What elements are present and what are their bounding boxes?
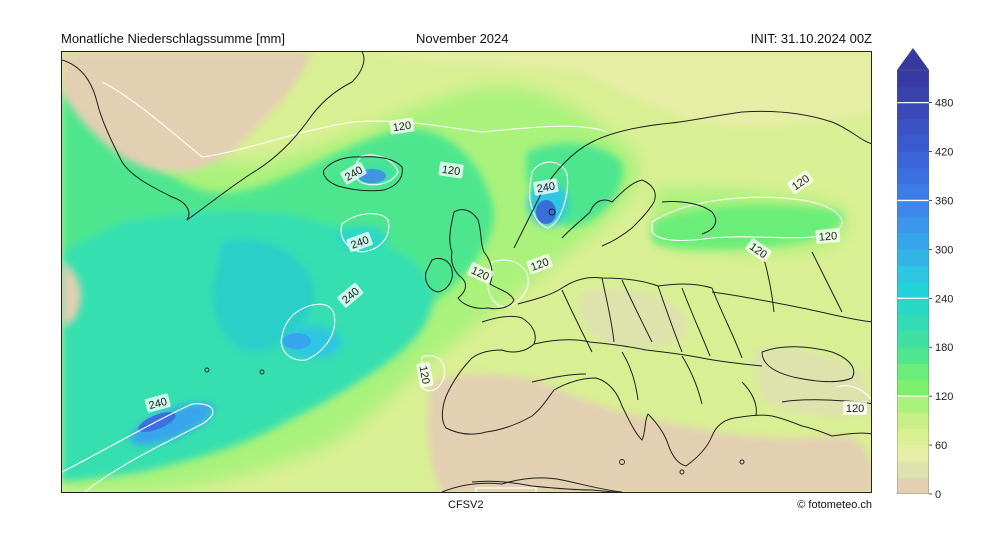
colorbar-tick-label: 60 xyxy=(935,440,947,452)
colorbar-frame xyxy=(897,69,929,494)
colorbar-bin xyxy=(897,314,929,332)
contour-lines xyxy=(62,81,871,492)
islands xyxy=(204,208,745,475)
colorbar-bin xyxy=(897,396,929,413)
colorbar-bin xyxy=(897,428,929,446)
colorbar-tick-label: 240 xyxy=(935,293,953,305)
colorbar-bin xyxy=(897,70,929,87)
colorbar xyxy=(897,48,929,494)
colorbar-tick-label: 0 xyxy=(935,489,941,501)
colorbar-extend-arrow xyxy=(897,48,929,70)
colorbar-bin xyxy=(897,298,929,315)
colorbar-white-lines xyxy=(897,101,929,397)
svg-text:120: 120 xyxy=(441,164,461,178)
contour-label: 120 xyxy=(526,253,553,275)
colorbar-tick-label: 120 xyxy=(935,391,953,403)
init-time: INIT: 31.10.2024 00Z xyxy=(750,31,872,46)
colorbar-bin xyxy=(897,233,929,250)
colorbar-bin xyxy=(897,200,929,218)
colorbar-bin xyxy=(897,477,929,494)
colorbar-bin xyxy=(897,379,929,397)
contour-label: 240 xyxy=(346,231,373,253)
contour-label: 240 xyxy=(533,178,559,196)
contour-label: 240 xyxy=(144,393,171,413)
colorbar-tick-labels: 0 60 120 180 240 300 360 420 480 xyxy=(929,98,953,501)
map-canvas: 120 120 240 240 240 240 xyxy=(62,52,871,492)
colorbar-bin xyxy=(897,86,929,103)
colorbar-tick-label: 300 xyxy=(935,244,953,256)
colorbar-bin xyxy=(897,461,929,478)
colorbar-tick-label: 180 xyxy=(935,342,953,354)
precip-field-dry xyxy=(62,52,871,492)
colorbar-bin xyxy=(897,445,929,462)
colorbar-bin xyxy=(897,265,929,283)
map-inset-outline xyxy=(475,487,537,492)
colorbar-bin xyxy=(897,412,929,430)
svg-text:120: 120 xyxy=(818,230,837,244)
colorbar-tick-label: 360 xyxy=(935,195,953,207)
colorbar-tick-label: 420 xyxy=(935,147,953,159)
credit-text: © fotometeo.ch xyxy=(797,499,872,511)
svg-text:240: 240 xyxy=(536,180,556,195)
contour-labels: 120 120 240 240 240 240 xyxy=(144,117,867,415)
colorbar-tick-label: 480 xyxy=(935,98,953,110)
colorbar-bin xyxy=(897,347,929,364)
contour-label: 120 xyxy=(843,401,867,415)
svg-text:120: 120 xyxy=(392,120,412,134)
colorbar-bins xyxy=(897,70,929,494)
precipitation-map: 120 120 240 240 240 240 xyxy=(61,51,872,493)
colorbar-bin xyxy=(897,249,929,266)
colorbar-bin xyxy=(897,282,929,299)
contour-label: 120 xyxy=(438,161,464,179)
svg-text:240: 240 xyxy=(349,234,370,252)
svg-text:120: 120 xyxy=(529,256,550,274)
forecast-month: November 2024 xyxy=(416,31,509,46)
model-name: CFSV2 xyxy=(448,499,484,511)
colorbar-bin xyxy=(897,184,929,201)
colorbar-bin xyxy=(897,151,929,169)
contour-label: 120 xyxy=(815,228,841,244)
svg-text:120: 120 xyxy=(416,365,431,385)
colorbar-bin xyxy=(897,167,929,185)
colorbar-bin xyxy=(897,102,929,120)
contour-label: 120 xyxy=(416,362,434,388)
colorbar-bin xyxy=(897,363,929,381)
colorbar-bin xyxy=(897,135,929,152)
map-title: Monatliche Niederschlagssumme [mm] xyxy=(61,31,285,46)
colorbar-bin xyxy=(897,216,929,234)
svg-text:120: 120 xyxy=(846,403,864,415)
colorbar-bin xyxy=(897,118,929,136)
contour-label: 120 xyxy=(389,117,415,135)
svg-text:240: 240 xyxy=(148,396,169,412)
colorbar-bin xyxy=(897,330,929,348)
